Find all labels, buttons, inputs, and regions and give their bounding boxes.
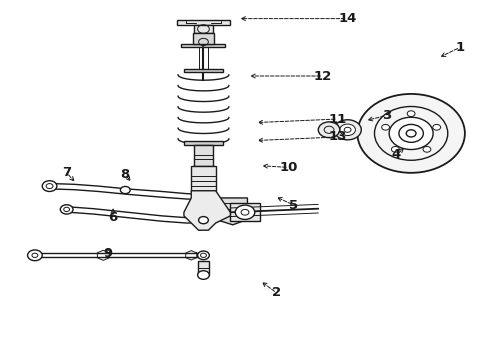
Circle shape xyxy=(433,125,441,130)
Text: 9: 9 xyxy=(103,247,113,260)
Polygon shape xyxy=(194,145,213,166)
Circle shape xyxy=(318,122,340,138)
Text: 11: 11 xyxy=(329,113,347,126)
Circle shape xyxy=(60,205,73,214)
Text: 14: 14 xyxy=(339,12,357,25)
Circle shape xyxy=(382,125,390,130)
Circle shape xyxy=(389,117,433,149)
Polygon shape xyxy=(216,198,247,225)
Text: 2: 2 xyxy=(272,287,281,300)
Text: 1: 1 xyxy=(455,41,465,54)
Circle shape xyxy=(407,111,415,117)
Text: 3: 3 xyxy=(382,109,392,122)
Text: 12: 12 xyxy=(314,69,332,82)
Circle shape xyxy=(197,251,209,260)
Polygon shape xyxy=(191,166,216,191)
Text: 7: 7 xyxy=(62,166,71,179)
Text: 6: 6 xyxy=(108,211,118,224)
Text: 13: 13 xyxy=(329,130,347,144)
Polygon shape xyxy=(194,25,213,33)
Polygon shape xyxy=(184,191,230,230)
Circle shape xyxy=(197,271,209,279)
Circle shape xyxy=(198,217,208,224)
Polygon shape xyxy=(197,261,209,275)
Polygon shape xyxy=(176,21,230,25)
Circle shape xyxy=(392,147,399,152)
Text: 5: 5 xyxy=(289,199,298,212)
Circle shape xyxy=(357,94,465,173)
Polygon shape xyxy=(230,203,260,221)
Polygon shape xyxy=(184,141,223,145)
Polygon shape xyxy=(193,33,214,44)
Circle shape xyxy=(235,205,255,220)
Circle shape xyxy=(423,147,431,152)
Circle shape xyxy=(121,186,130,194)
Polygon shape xyxy=(184,69,223,72)
Circle shape xyxy=(334,120,361,140)
Text: 4: 4 xyxy=(392,148,401,161)
Circle shape xyxy=(27,250,42,261)
Circle shape xyxy=(42,181,57,192)
Polygon shape xyxy=(181,44,225,47)
Text: 8: 8 xyxy=(121,168,130,181)
Text: 10: 10 xyxy=(280,161,298,174)
Circle shape xyxy=(340,124,355,135)
